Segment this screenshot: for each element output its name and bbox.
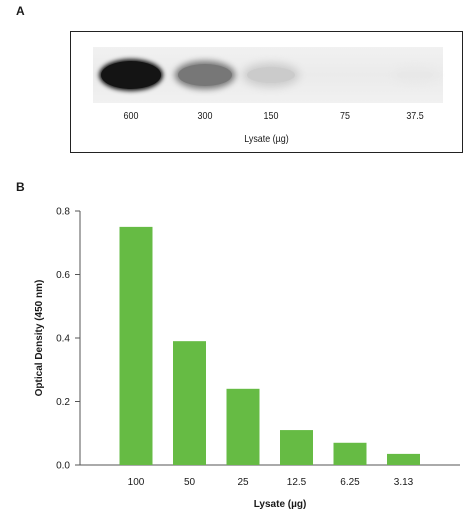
bar <box>173 341 206 465</box>
y-tick-label: 0.0 <box>56 461 70 472</box>
blot-band-lane-5 <box>397 70 433 80</box>
blot-band-lane-3 <box>247 67 295 83</box>
y-tick-label: 0.2 <box>56 397 70 408</box>
x-tick-label: 100 <box>128 477 145 488</box>
chart-bars <box>119 226 420 465</box>
bar <box>119 226 153 465</box>
y-tick-label: 0.4 <box>56 334 70 345</box>
od-bar-chart: 0.0 0.2 0.4 0.6 0.8 100 50 25 12.5 6.25 3.13 Lysate… <box>34 207 460 511</box>
blot-lane-label: 300 <box>197 110 213 122</box>
western-blot-panel: 600 300 150 75 37.5 Lysate (µg) <box>70 31 463 153</box>
x-tick-label: 6.25 <box>340 477 360 488</box>
blot-lane-label: 37.5 <box>406 110 424 122</box>
bar <box>280 430 313 465</box>
blot-membrane <box>93 47 443 103</box>
x-axis-title: Lysate (µg) <box>254 499 307 510</box>
y-axis-title: Optical Density (450 nm) <box>34 280 45 397</box>
y-tick-label: 0.6 <box>56 270 70 281</box>
bar <box>333 442 367 465</box>
blot-lane-label: 150 <box>263 110 279 122</box>
y-tick-label: 0.8 <box>56 207 70 218</box>
x-tick-label: 12.5 <box>287 477 307 488</box>
blot-lane-label: 600 <box>123 110 139 122</box>
panel-b-letter: B <box>16 180 25 194</box>
bar <box>387 453 420 465</box>
x-tick-label: 3.13 <box>394 477 414 488</box>
blot-band-lane-1 <box>101 61 161 89</box>
blot-x-axis-label: Lysate (µg) <box>244 133 289 145</box>
blot-band-lane-2 <box>178 64 232 86</box>
blot-lane-label: 75 <box>340 110 350 122</box>
bar <box>226 388 260 465</box>
chart-labels: 0.0 0.2 0.4 0.6 0.8 100 50 25 12.5 6.25 3.13 Lysate… <box>34 207 414 511</box>
x-tick-label: 50 <box>184 477 196 488</box>
x-tick-label: 25 <box>237 477 249 488</box>
panel-a-letter: A <box>16 4 25 18</box>
